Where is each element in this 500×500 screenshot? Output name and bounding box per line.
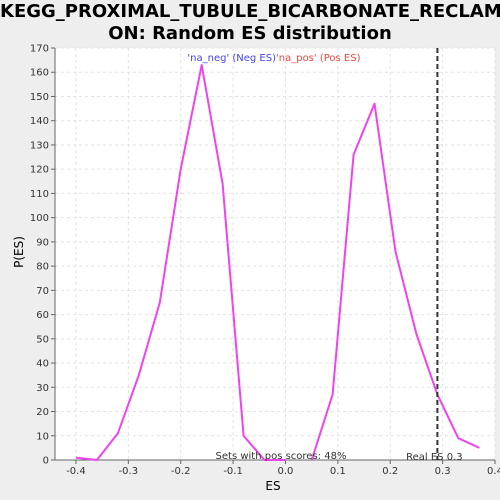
real-es-label: Real ES 0.3: [406, 452, 462, 463]
plot-area: [55, 48, 495, 460]
y-tick-label: 150: [30, 92, 49, 103]
x-tick-label: -0.1: [223, 466, 243, 477]
x-tick-label: -0.4: [66, 466, 86, 477]
x-tick-label: 0.2: [382, 466, 398, 477]
y-tick-label: 0: [43, 456, 49, 467]
y-tick-label: 80: [36, 262, 49, 273]
series-lines: [75, 64, 480, 461]
legend-neg-es: 'na_neg' (Neg ES): [187, 53, 276, 64]
x-tick-label: -0.3: [119, 466, 139, 477]
y-tick-label: 140: [30, 116, 49, 127]
y-axis-label: P(ES): [12, 236, 26, 268]
legend-pos-es: 'na_pos' (Pos ES): [276, 53, 361, 64]
grid-lines: [55, 47, 496, 461]
y-tick-label: 100: [30, 213, 49, 224]
y-tick-label: 110: [30, 189, 49, 200]
pos-scores-annotation: Sets with pos scores: 48%: [216, 451, 347, 462]
y-tick-label: 50: [36, 334, 49, 345]
y-tick-label: 60: [36, 310, 49, 321]
x-tick-label: 0.4: [487, 466, 500, 477]
chart-title-line-1: KEGG_PROXIMAL_TUBULE_BICARBONATE_RECLAMA…: [0, 1, 500, 22]
chart-title: KEGG_PROXIMAL_TUBULE_BICARBONATE_RECLAMA…: [0, 0, 500, 45]
series-line-pos-es: [310, 102, 480, 461]
chart-title-line-2: ON: Random ES distribution: [108, 23, 392, 44]
y-tick-label: 90: [36, 237, 49, 248]
series-line-neg-es: [75, 64, 286, 461]
y-tick-label: 170: [30, 44, 49, 55]
x-axis-label: ES: [265, 479, 280, 493]
y-tick-label: 20: [36, 407, 49, 418]
y-tick-label: 40: [36, 359, 49, 370]
x-tick-label: 0.3: [435, 466, 451, 477]
axes: 0 10 20 30 40 50 60 70 80 90 100 110 120 130 140 150 160…: [30, 44, 500, 478]
y-tick-label: 120: [30, 165, 49, 176]
y-tick-label: 10: [36, 431, 49, 442]
x-tick-label: 0.1: [330, 466, 346, 477]
y-tick-label: 160: [30, 68, 49, 79]
y-tick-label: 130: [30, 140, 49, 151]
y-tick-label: 70: [36, 286, 49, 297]
x-tick-label: 0.0: [278, 466, 294, 477]
y-tick-label: 30: [36, 383, 49, 394]
x-tick-label: -0.2: [171, 466, 191, 477]
